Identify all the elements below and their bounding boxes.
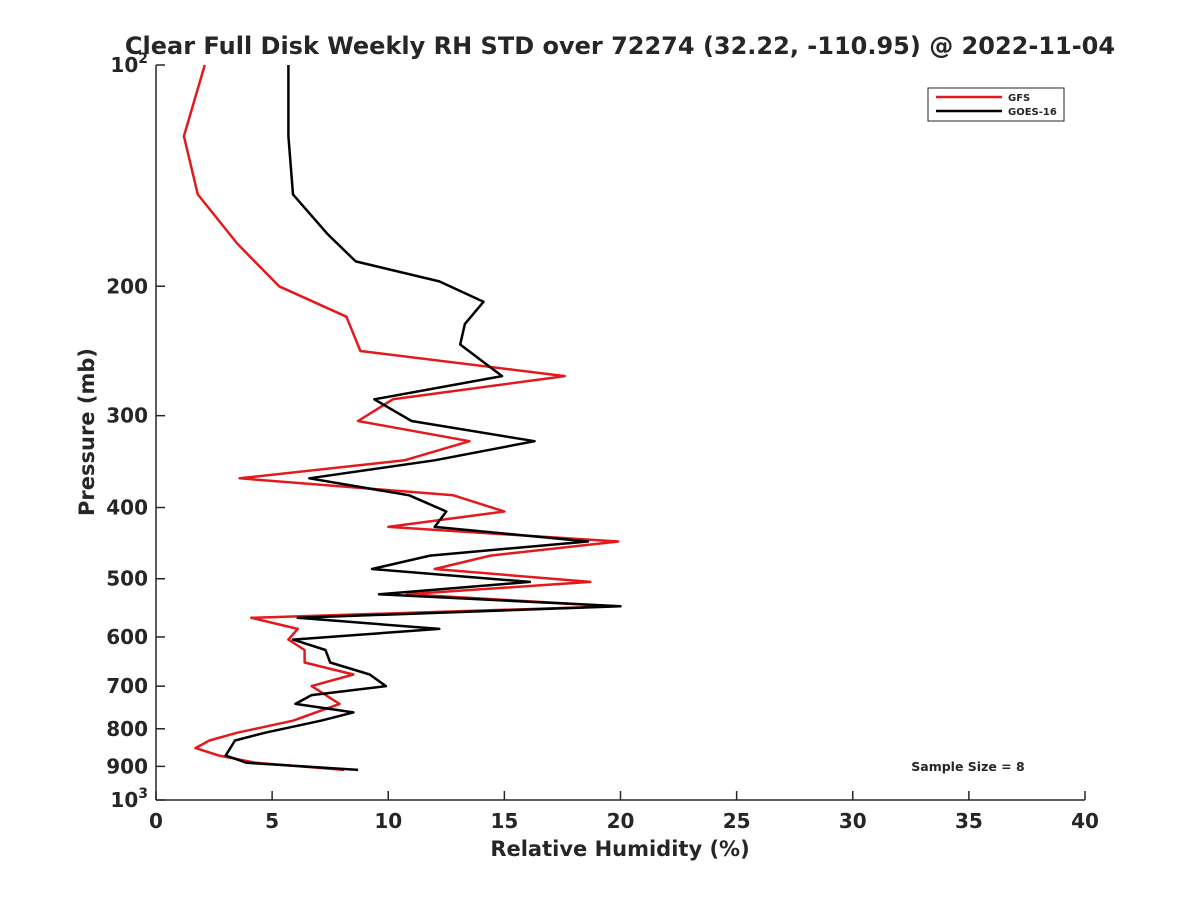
y-tick-label: 400 bbox=[106, 496, 148, 520]
y-ticks: 102 200 300 400 500 600 700 800 900 103 bbox=[106, 51, 165, 812]
y-tick-label: 600 bbox=[106, 625, 148, 649]
x-tick-label: 10 bbox=[374, 809, 402, 833]
y-tick-label: 500 bbox=[106, 567, 148, 591]
series-layer bbox=[182, 64, 622, 772]
x-tick-label: 40 bbox=[1071, 809, 1099, 833]
legend-label-gfs: GFS bbox=[1008, 93, 1030, 104]
axes bbox=[155, 65, 1085, 801]
y-tick-label: 200 bbox=[106, 274, 148, 298]
x-axis-label: Relative Humidity (%) bbox=[490, 837, 749, 861]
y-tick-label: 900 bbox=[106, 754, 148, 778]
y-tick-label: 103 bbox=[110, 786, 148, 812]
legend-label-goes-16: GOES-16 bbox=[1008, 107, 1057, 118]
series-line-goes-16 bbox=[224, 65, 622, 772]
legend-box bbox=[927, 87, 1065, 122]
sample-size-annotation: Sample Size = 8 bbox=[911, 759, 1024, 774]
series-line-gfs bbox=[182, 64, 620, 772]
y-tick-label: 700 bbox=[106, 674, 148, 698]
x-tick-label: 30 bbox=[839, 809, 867, 833]
y-tick-label: 102 bbox=[110, 51, 148, 77]
x-tick-label: 35 bbox=[955, 809, 983, 833]
x-tick-label: 5 bbox=[265, 809, 279, 833]
x-tick-label: 15 bbox=[490, 809, 518, 833]
x-tick-label: 20 bbox=[607, 809, 635, 833]
x-tick-label: 0 bbox=[149, 809, 163, 833]
y-axis-label: Pressure (mb) bbox=[75, 348, 99, 516]
legend: GFS GOES-16 bbox=[927, 87, 1065, 122]
y-tick-label: 300 bbox=[106, 404, 148, 428]
y-tick-label: 800 bbox=[106, 717, 148, 741]
chart-title: Clear Full Disk Weekly RH STD over 72274… bbox=[125, 32, 1115, 60]
x-tick-label: 25 bbox=[723, 809, 751, 833]
x-ticks: 0 5 10 15 20 25 30 35 40 bbox=[149, 791, 1099, 833]
